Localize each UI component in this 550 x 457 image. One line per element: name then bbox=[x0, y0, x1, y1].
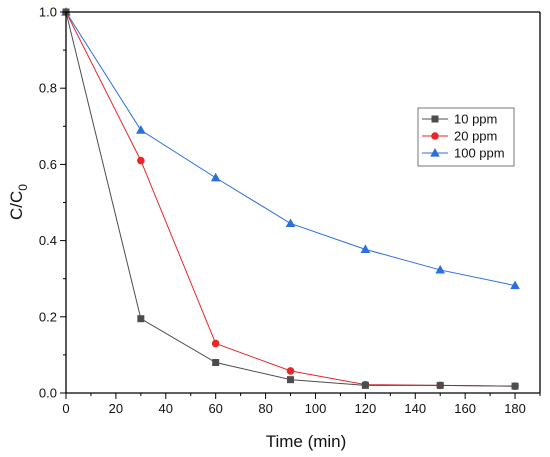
data-point-10-ppm bbox=[287, 376, 295, 384]
series-10-ppm bbox=[62, 8, 519, 390]
data-point-10-ppm bbox=[511, 382, 519, 390]
data-point-10-ppm bbox=[361, 381, 369, 389]
data-point-10-ppm bbox=[212, 359, 220, 367]
x-tick-label: 0 bbox=[62, 401, 69, 416]
data-point-100-ppm bbox=[360, 244, 371, 253]
data-point-100-ppm bbox=[435, 264, 446, 274]
data-point-10-ppm bbox=[436, 381, 444, 389]
y-tick-label: 0.4 bbox=[39, 233, 57, 248]
legend-marker-100-ppm bbox=[430, 148, 440, 157]
plot-area bbox=[61, 7, 520, 390]
x-tick-label: 20 bbox=[109, 401, 123, 416]
x-axis-title: Time (min) bbox=[266, 432, 347, 451]
legend: 10 ppm 20 ppm 100 ppm bbox=[417, 107, 515, 167]
data-point-100-ppm bbox=[136, 125, 146, 134]
y-tick-label: 0.6 bbox=[39, 157, 57, 172]
legend-label-100-ppm: 100 ppm bbox=[454, 146, 505, 161]
x-tick-label: 120 bbox=[355, 401, 377, 416]
x-tick-label: 40 bbox=[159, 401, 173, 416]
y-axis-title: C/C0 bbox=[7, 184, 30, 220]
data-point-10-ppm bbox=[137, 315, 145, 323]
series-20-ppm bbox=[62, 8, 519, 390]
data-point-100-ppm bbox=[510, 280, 520, 290]
series-line-10-ppm bbox=[65, 11, 516, 387]
data-point-20-ppm bbox=[286, 367, 295, 375]
y-axis-title-main: C/C bbox=[7, 191, 26, 220]
y-tick-label: 0.0 bbox=[39, 386, 57, 401]
y-tick-label: 0.2 bbox=[39, 309, 57, 324]
legend-marker-20-ppm bbox=[431, 132, 439, 140]
series-line-20-ppm bbox=[65, 11, 516, 387]
y-axis-title-subscript: 0 bbox=[16, 184, 30, 191]
legend-label-10-ppm: 10 ppm bbox=[454, 112, 497, 127]
data-point-100-ppm bbox=[210, 172, 221, 182]
x-tick-label: 100 bbox=[305, 401, 327, 416]
x-tick-label: 160 bbox=[454, 401, 476, 416]
data-point-20-ppm bbox=[137, 156, 145, 165]
x-tick-label: 180 bbox=[504, 401, 526, 416]
x-tick-label: 60 bbox=[208, 401, 222, 416]
data-point-100-ppm bbox=[285, 218, 296, 228]
y-tick-label: 1.0 bbox=[39, 5, 57, 20]
axes: 0 20 40 60 80 100 120 140 160 180 0.0 0.2 0.4 0.6 0.8 1… bbox=[39, 5, 541, 416]
x-tick-label: 80 bbox=[258, 401, 272, 416]
legend-marker-10-ppm bbox=[431, 115, 439, 123]
y-tick-label: 0.8 bbox=[39, 81, 57, 96]
x-tick-label: 140 bbox=[404, 401, 426, 416]
legend-label-20-ppm: 20 ppm bbox=[454, 129, 497, 144]
data-point-20-ppm bbox=[211, 339, 220, 348]
